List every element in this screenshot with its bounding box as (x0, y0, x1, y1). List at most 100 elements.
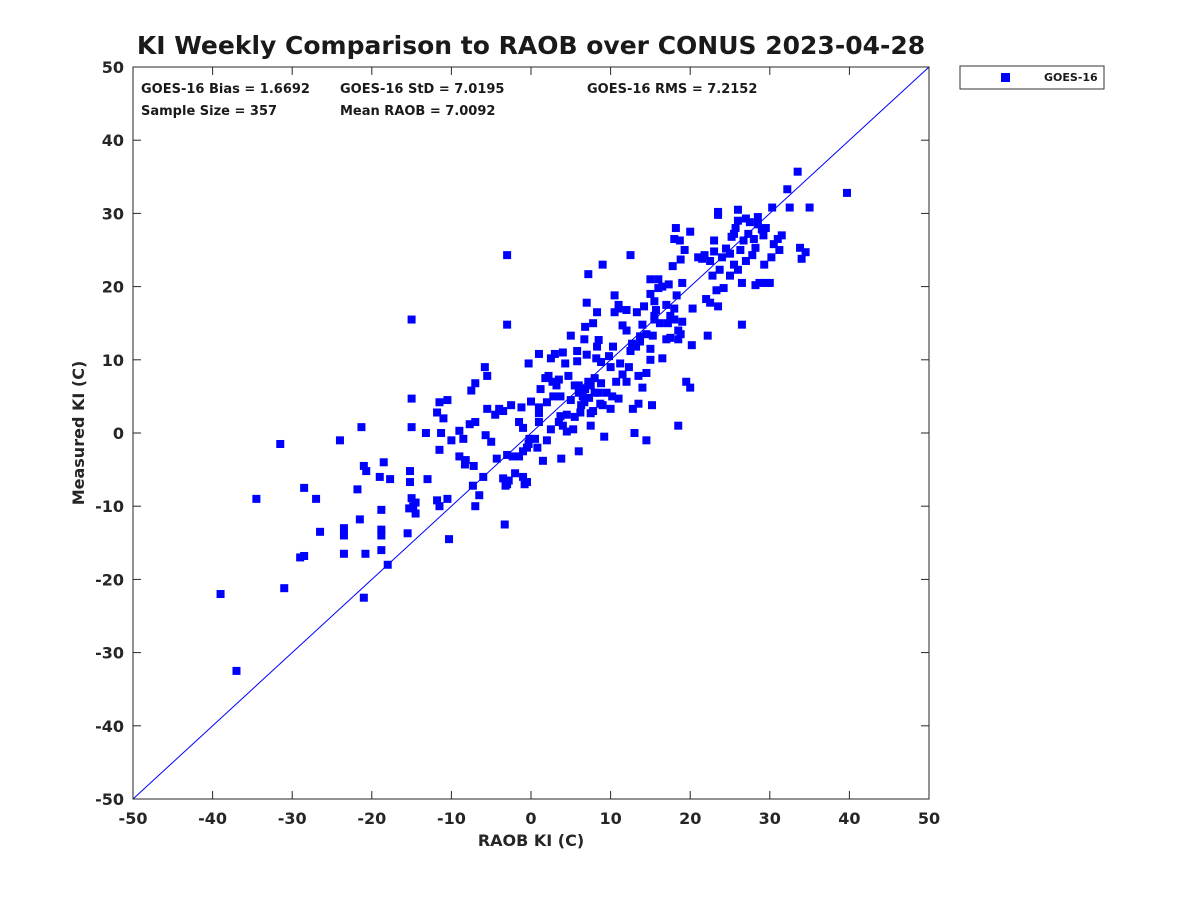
data-point (467, 386, 476, 395)
data-point (663, 319, 672, 328)
data-point (674, 335, 683, 344)
data-point (612, 377, 621, 386)
data-point (339, 531, 348, 540)
data-point (671, 224, 680, 233)
data-point (534, 349, 543, 358)
x-tick-label: 10 (599, 809, 621, 828)
data-point (765, 278, 774, 287)
data-point (534, 418, 543, 427)
data-point (500, 520, 509, 529)
data-point (597, 379, 606, 388)
data-point (682, 377, 691, 386)
data-point (437, 429, 446, 437)
data-point (515, 452, 524, 461)
x-axis-label: RAOB KI (C) (478, 831, 584, 850)
data-point (339, 524, 348, 533)
x-tick-label: 30 (759, 809, 781, 828)
data-point (280, 584, 289, 593)
data-point (469, 461, 478, 470)
data-point (597, 357, 606, 366)
data-point (582, 350, 591, 359)
data-point (664, 280, 673, 289)
data-point (359, 461, 368, 470)
data-point (729, 229, 738, 238)
data-point (670, 235, 679, 244)
data-point (678, 317, 687, 326)
data-point (580, 335, 589, 344)
data-point (504, 476, 513, 485)
data-point (585, 393, 594, 402)
data-point (783, 185, 792, 194)
data-point (753, 220, 762, 229)
data-point (581, 322, 590, 331)
data-point (686, 227, 695, 236)
data-point (777, 231, 786, 240)
data-point (651, 306, 660, 315)
data-point (411, 509, 420, 518)
data-point (680, 246, 689, 254)
data-point (562, 427, 571, 436)
data-point (377, 505, 386, 514)
data-point (377, 546, 386, 555)
data-point (672, 291, 681, 300)
data-point (741, 256, 750, 265)
data-point (678, 278, 687, 287)
data-point (731, 224, 740, 233)
data-point (706, 298, 715, 307)
data-point (353, 485, 362, 494)
data-point (433, 496, 442, 505)
data-point (499, 474, 508, 483)
data-point (745, 218, 754, 227)
data-point (252, 494, 261, 503)
data-point (655, 319, 664, 328)
y-axis-label: Measured KI (C) (69, 361, 88, 506)
data-point (411, 498, 420, 507)
data-point (584, 270, 593, 279)
legend: GOES-16 (959, 65, 1105, 90)
data-point (622, 326, 631, 335)
data-point (312, 494, 321, 503)
data-point (793, 167, 802, 176)
data-point (768, 203, 777, 212)
data-point (507, 401, 516, 410)
stat-sample-size: Sample Size = 357 (141, 104, 277, 119)
data-point (519, 423, 528, 432)
data-point (598, 260, 607, 269)
data-point (564, 371, 573, 380)
one-to-one-line-group (132, 66, 930, 800)
data-point (715, 265, 724, 274)
data-point (642, 436, 651, 445)
data-point (688, 304, 697, 313)
data-point (357, 423, 366, 432)
data-point (749, 235, 758, 244)
data-point (523, 478, 532, 487)
data-point (362, 467, 371, 476)
data-point (775, 246, 784, 254)
y-tick-label: 0 (113, 424, 124, 443)
data-point (578, 392, 587, 401)
data-point (590, 374, 599, 383)
data-point (658, 282, 667, 291)
data-point (761, 224, 770, 233)
data-point (640, 302, 649, 311)
data-point (423, 475, 432, 484)
data-point (554, 375, 563, 384)
data-point (491, 410, 500, 419)
data-point (549, 392, 558, 401)
data-point (634, 371, 643, 380)
data-point (733, 205, 742, 214)
data-point (435, 502, 444, 511)
data-point (536, 385, 545, 394)
data-point (407, 315, 416, 324)
x-tick-label: -30 (278, 809, 307, 828)
data-point (676, 255, 685, 264)
data-point (722, 244, 731, 253)
data-point (666, 333, 675, 342)
scatter-points (216, 167, 852, 675)
data-point (714, 210, 723, 219)
data-point (232, 666, 241, 675)
data-point (600, 432, 609, 441)
y-tick-label: -50 (95, 790, 124, 809)
data-point (544, 371, 553, 380)
data-point (736, 246, 745, 254)
